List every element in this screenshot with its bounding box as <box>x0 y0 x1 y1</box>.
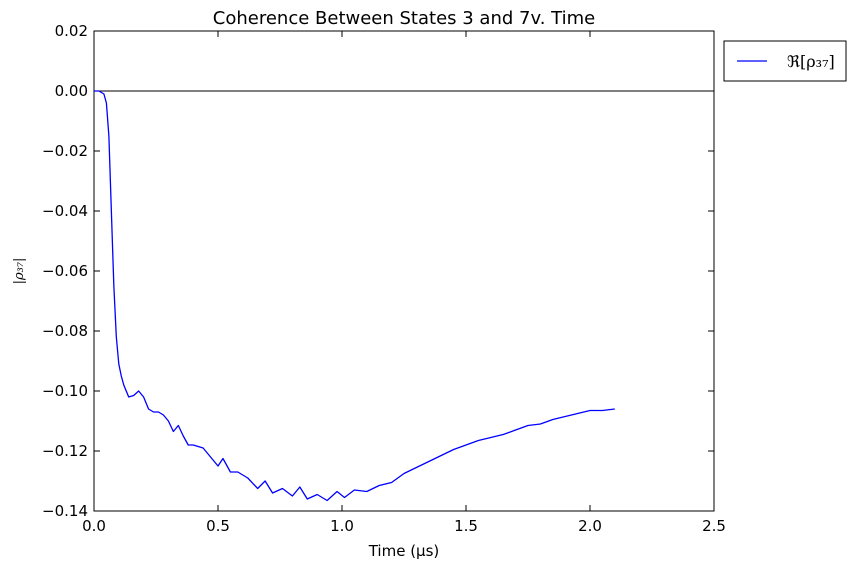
legend: ℜ[ρ₃₇] <box>723 40 847 82</box>
y-tick-label: −0.02 <box>42 142 88 160</box>
x-tick-label: 1.0 <box>330 517 354 535</box>
series-line-0 <box>94 90 615 502</box>
x-tick-label: 0.0 <box>82 517 106 535</box>
y-tick-label: −0.06 <box>42 262 88 280</box>
x-axis-label: Time (μs) <box>368 542 440 560</box>
y-tick-label: −0.08 <box>42 322 88 340</box>
x-tick-label: 1.5 <box>454 517 478 535</box>
y-tick-label: −0.14 <box>42 502 88 520</box>
chart-title: Coherence Between States 3 and 7v. Time <box>213 8 595 29</box>
y-tick-label: −0.04 <box>42 202 88 220</box>
ticks: 0.0 0.5 1.0 1.5 2.0 2.5 0.02 0.00 −0.02 −0.04 −0.0… <box>42 22 726 535</box>
y-tick-label: 0.00 <box>55 82 88 100</box>
y-tick-label: −0.12 <box>42 442 88 460</box>
y-axis-label: |ρ₃₇| <box>12 258 27 285</box>
x-tick-label: 2.0 <box>578 517 602 535</box>
series-group <box>94 90 615 502</box>
x-tick-label: 0.5 <box>206 517 230 535</box>
legend-label: ℜ[ρ₃₇] <box>787 52 835 71</box>
x-tick-label: 2.5 <box>702 517 726 535</box>
plot-area <box>93 30 715 512</box>
y-tick-label: 0.02 <box>55 22 88 40</box>
y-tick-label: −0.10 <box>42 382 88 400</box>
